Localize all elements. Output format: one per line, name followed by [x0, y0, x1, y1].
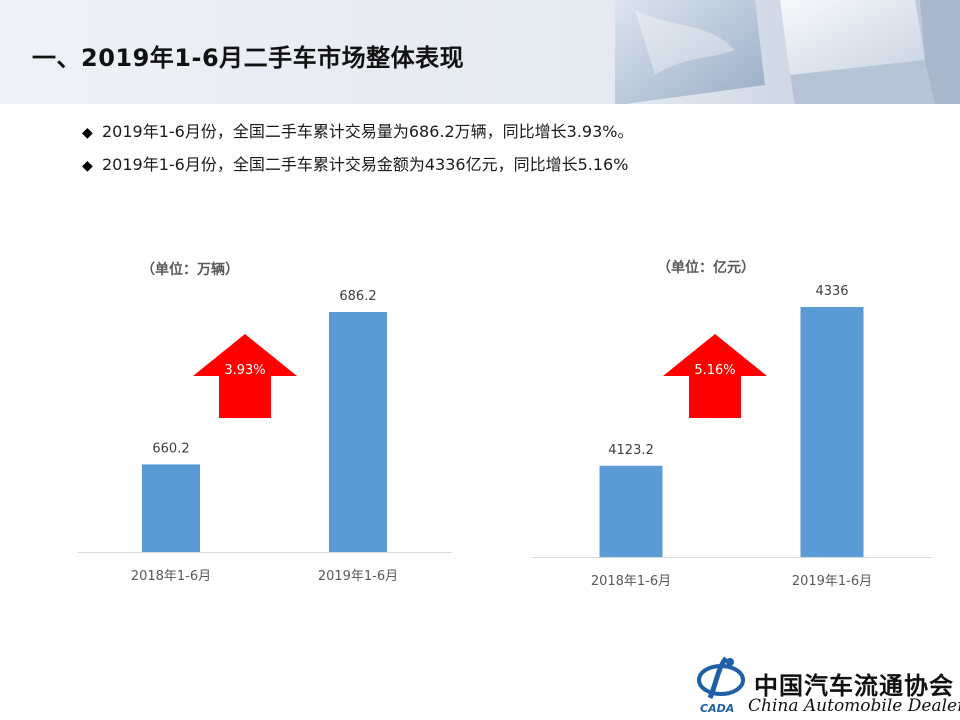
- footer-branding: CADA 中国汽车流通协会 China Automobile Dealers: [696, 652, 960, 720]
- bullet-item-volume: ◆ 2019年1-6月份，全国二手车累计交易量为686.2万辆，同比增长3.93%…: [82, 118, 634, 151]
- data-label: 4336: [815, 284, 848, 299]
- data-label: 4123.2: [608, 443, 654, 458]
- x-tick-label: 2019年1-6月: [792, 574, 872, 589]
- chart-unit-label: （单位：亿元）: [657, 259, 755, 276]
- bullet-text: 2019年1-6月份，全国二手车累计交易金额为4336亿元，同比增长5.16%: [102, 155, 629, 174]
- page-title: 一、2019年1-6月二手车市场整体表现: [32, 44, 465, 72]
- org-name-cn: 中国汽车流通协会: [754, 672, 954, 700]
- header-banner: 一、2019年1-6月二手车市场整体表现: [0, 0, 960, 104]
- org-name-en: China Automobile Dealers: [748, 696, 960, 716]
- bar: [800, 307, 864, 557]
- growth-arrow-icon: [193, 334, 297, 418]
- bullet-item-amount: ◆ 2019年1-6月份，全国二手车累计交易金额为4336亿元，同比增长5.16%: [82, 151, 634, 184]
- data-label: 686.2: [339, 289, 376, 304]
- bullet-text: 2019年1-6月份，全国二手车累计交易量为686.2万辆，同比增长3.93%。: [102, 122, 634, 141]
- x-tick-label: 2018年1-6月: [131, 569, 211, 584]
- chart-unit-label: （单位：万辆）: [141, 261, 239, 278]
- growth-arrow-icon: [663, 334, 767, 418]
- diamond-bullet-icon: ◆: [82, 125, 93, 141]
- bar: [329, 312, 387, 552]
- logo-text: CADA: [700, 702, 734, 714]
- x-tick-label: 2018年1-6月: [591, 574, 671, 589]
- header-decoration-image: [615, 0, 960, 104]
- growth-rate-label: 3.93%: [224, 363, 265, 378]
- diamond-bullet-icon: ◆: [82, 158, 93, 174]
- x-tick-label: 2019年1-6月: [318, 569, 398, 584]
- amount-bar-chart: （单位：亿元） 4123.2 2018年1-6月 4336 2019年1-6月 5.16%: [532, 259, 932, 589]
- data-label: 660.2: [152, 441, 189, 456]
- bullet-list: ◆ 2019年1-6月份，全国二手车累计交易量为686.2万辆，同比增长3.93%…: [82, 118, 634, 184]
- bar: [142, 464, 200, 552]
- cada-logo-icon: CADA: [697, 656, 745, 714]
- volume-bar-chart: （单位：万辆） 660.2 2018年1-6月 686.2 2019年1-6月 3.93%: [78, 261, 452, 584]
- growth-rate-label: 5.16%: [694, 363, 735, 378]
- bar: [599, 465, 663, 557]
